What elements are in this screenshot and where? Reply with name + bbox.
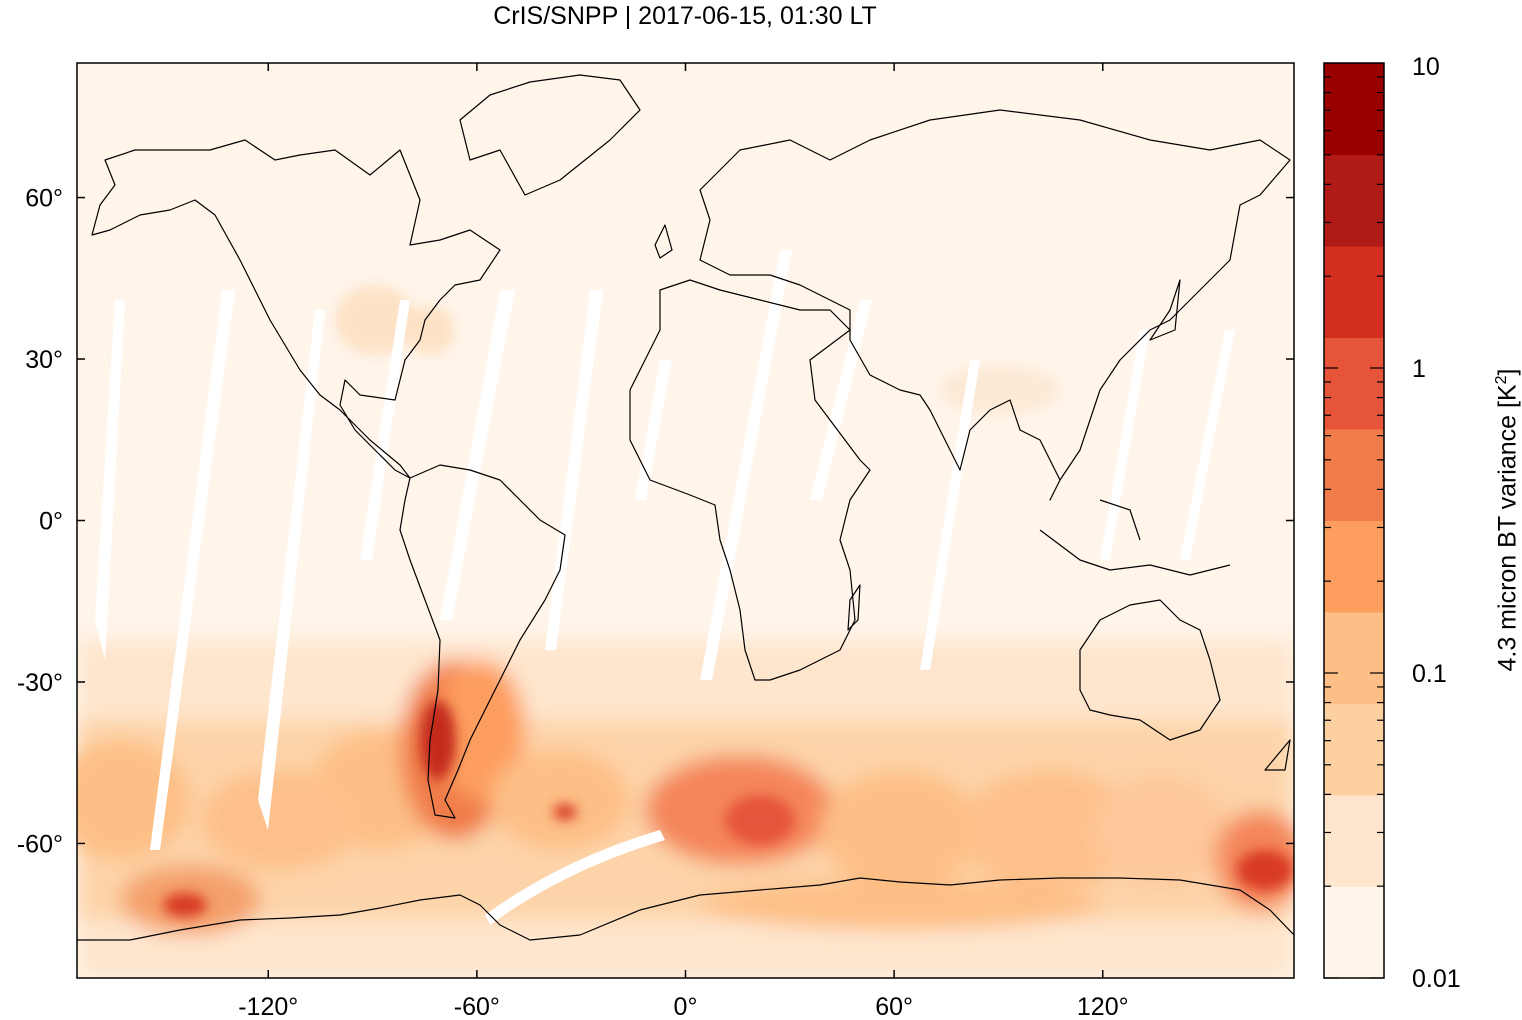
colorbar-tick-label: 0.1	[1412, 660, 1447, 688]
gap-arc	[485, 830, 665, 925]
hotspot-east	[1237, 850, 1293, 890]
coast-europe-africa	[629, 279, 871, 681]
plot-title: CrIS/SNPP | 2017-06-15, 01:30 LT	[493, 2, 877, 30]
hotspot-atlantic	[553, 804, 577, 820]
gap-5	[440, 290, 515, 620]
colorbar-band	[1324, 520, 1384, 613]
y-tick-label: 60°	[25, 185, 63, 213]
coast-uk	[654, 224, 673, 259]
gap-9	[810, 300, 872, 500]
y-tick-label: -30°	[17, 669, 63, 697]
patch-indian-2	[960, 770, 1140, 890]
y-axis: 60° 30° 0° -30° -60°	[17, 185, 1294, 858]
colorbar-band	[1324, 63, 1384, 155]
patch-argentina	[435, 660, 525, 800]
colorbar-tick-label: 0.01	[1412, 965, 1461, 993]
colorbar-axis: 10 1 0.1 0.01	[1324, 53, 1461, 993]
x-tick-label: 60°	[875, 993, 913, 1020]
coastlines	[77, 74, 1294, 941]
colorbar-band	[1324, 337, 1384, 430]
colorbar-band	[1324, 154, 1384, 247]
x-tick-label: -120°	[238, 993, 298, 1020]
patch-australia-south	[1090, 775, 1230, 885]
colorbar-band	[1324, 703, 1384, 796]
patch-antarctic-coast	[700, 880, 1100, 930]
x-tick-label: 0°	[674, 993, 698, 1020]
swath-gaps	[95, 250, 1235, 925]
gap-4	[360, 300, 410, 560]
colorbar-frame	[1323, 62, 1385, 979]
colorbar-band	[1324, 886, 1384, 979]
hotspot-south-pacific	[163, 893, 207, 917]
patch-south-atlantic	[490, 750, 630, 850]
colorbar-band	[1324, 246, 1384, 338]
colorbar	[1323, 62, 1385, 979]
coast-australia	[1079, 599, 1221, 741]
gap-8	[700, 250, 792, 680]
variance-field	[77, 63, 1294, 978]
gap-2	[150, 290, 235, 850]
patch-china	[940, 365, 1060, 415]
colorbar-band	[1324, 795, 1384, 887]
hotspot-south-africa	[725, 795, 795, 845]
coast-greenland	[459, 74, 641, 196]
patch-indian-ocean	[820, 770, 980, 890]
x-tick-label: -60°	[454, 993, 500, 1020]
gap-11	[1100, 330, 1150, 560]
coast-indonesia	[1039, 499, 1231, 576]
gap-7	[635, 360, 672, 500]
x-axis: -120° -60° 0° 60° 120°	[238, 63, 1129, 1020]
colorbar-band	[1324, 429, 1384, 521]
y-tick-label: 0°	[39, 508, 63, 536]
gap-3	[258, 310, 325, 830]
y-tick-label: -60°	[17, 830, 63, 858]
colorbar-tick-label: 1	[1412, 355, 1426, 383]
colorbar-tick-label: 10	[1412, 53, 1440, 81]
gap-10	[920, 360, 980, 670]
coast-antarctica	[77, 877, 1294, 941]
coast-japan	[1149, 279, 1181, 341]
y-tick-label: 30°	[25, 346, 63, 374]
coast-north-america	[91, 139, 501, 479]
colorbar-band	[1324, 612, 1384, 704]
colorbar-title: 4.3 micron BT variance [K2]	[1493, 368, 1522, 672]
hotspot-andes	[420, 700, 456, 780]
coast-madagascar	[847, 584, 861, 631]
coast-south-america	[399, 464, 566, 819]
southern-ocean-variance	[77, 640, 1294, 978]
coast-new-zealand	[1264, 739, 1291, 771]
gap-12	[1180, 330, 1235, 560]
coast-asia	[699, 109, 1291, 501]
patch-pacific-2	[200, 770, 360, 870]
gap-6	[545, 290, 603, 650]
gap-1	[95, 300, 125, 660]
x-tick-label: 120°	[1077, 993, 1129, 1020]
